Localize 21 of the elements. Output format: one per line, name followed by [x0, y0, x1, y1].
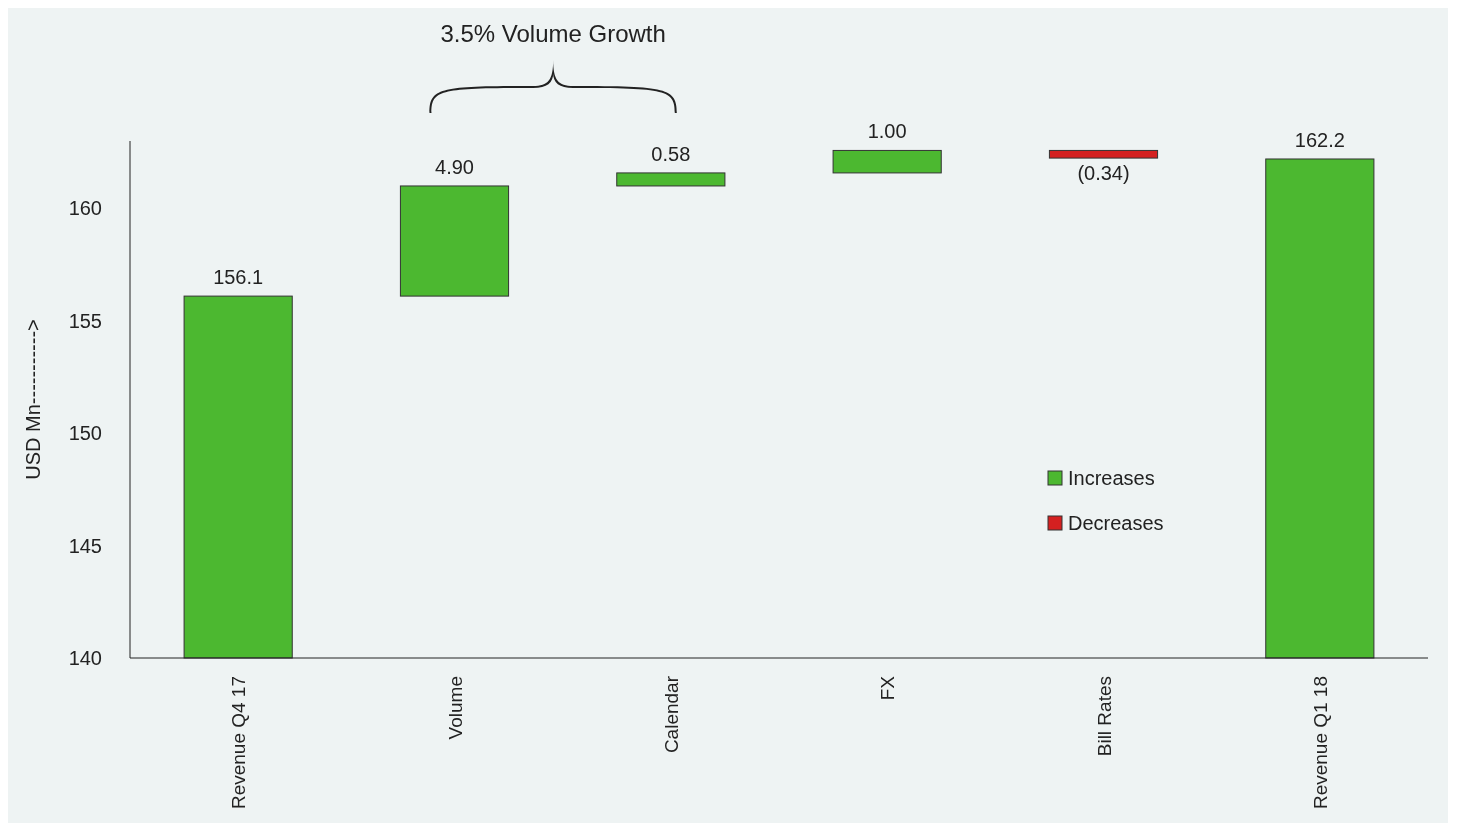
text: 3.5% Volume Growth [440, 20, 666, 47]
data-label: 156.1 [213, 266, 264, 289]
y-tick-label: 145 [68, 534, 102, 557]
x-tick-label: Volume [444, 676, 466, 740]
y-axis-title: USD Mn-----------> [22, 319, 44, 480]
x-tick-label: Revenue Q4 17 [228, 676, 250, 810]
y-tick-label: 140 [68, 647, 102, 669]
legend-label: Decreases [1068, 512, 1164, 534]
x-tick-label: Revenue Q1 18 [1309, 676, 1331, 810]
data-label: 4.90 [435, 155, 474, 178]
data-label: (0.34) [1077, 162, 1130, 185]
data-label: 162.2 [1294, 128, 1345, 151]
legend-label: Increases [1068, 467, 1155, 489]
data-label: 0.58 [651, 142, 691, 165]
x-tick-label: Bill Rates [1093, 676, 1115, 757]
y-tick-label: 160 [68, 197, 102, 220]
data-label: 1.00 [867, 120, 907, 143]
y-tick-label: 155 [68, 309, 102, 332]
x-tick-label: FX [877, 675, 899, 701]
y-tick-label: 150 [68, 422, 102, 445]
x-tick-label: Calendar [660, 675, 682, 754]
